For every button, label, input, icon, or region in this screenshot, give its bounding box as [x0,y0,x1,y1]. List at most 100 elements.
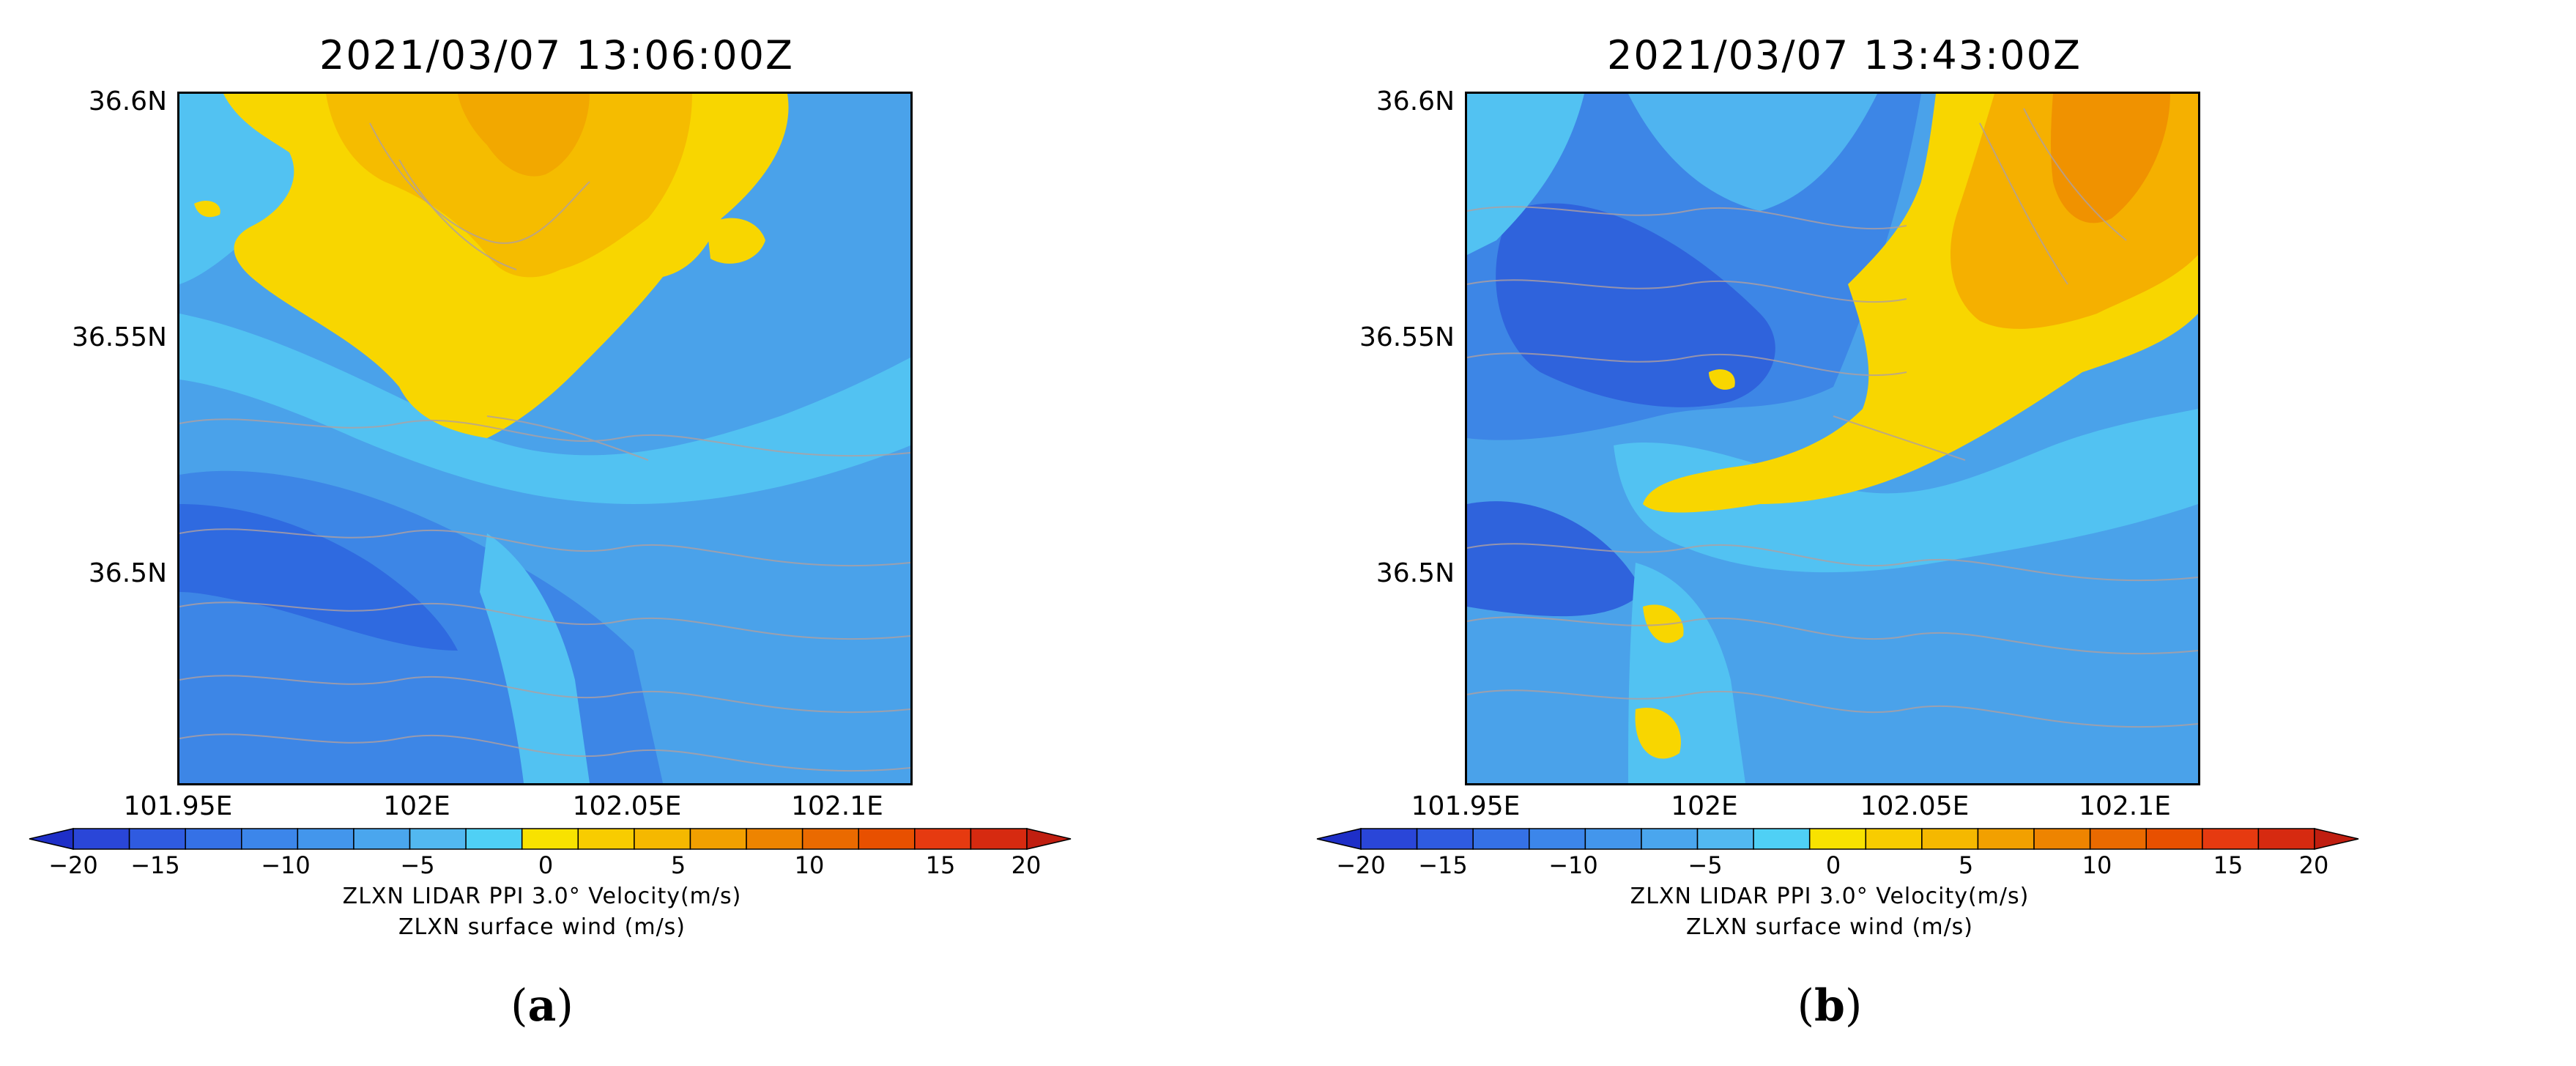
colorbar-segment [1416,828,1474,850]
panel-letter: (a) [511,980,574,1032]
velocity-region [179,504,458,651]
colorbar-tick: 10 [2082,851,2112,879]
colorbar-end-low [29,828,74,850]
colorbar-segment [185,828,242,850]
colorbar-tick: 15 [2213,851,2243,879]
colorbar-segment [465,828,523,850]
lat-label: 36.6N [88,86,167,116]
lat-label: 36.5N [88,558,167,588]
velocity-region [1614,409,2198,573]
colorbar-segment [801,828,859,850]
colorbar-tick: 10 [794,851,825,879]
lon-label: 102.05E [572,791,682,821]
colorbar [1316,828,2359,850]
colorbar-end-high [1026,828,1072,850]
colorbar-tick: 20 [2298,851,2329,879]
colorbar-end-low [1316,828,1362,850]
colorbar-segment [746,828,803,850]
lon-label: 102.1E [791,791,883,821]
colorbar-sublabel: ZLXN surface wind (m/s) [398,914,686,940]
colorbar-segment [241,828,299,850]
velocity-region [1628,94,1877,211]
colorbar-tick: −15 [130,851,180,879]
colorbar-segment [2145,828,2203,850]
colorbar-segment [297,828,355,850]
colorbar-segment [521,828,579,850]
colorbar-label: ZLXN LIDAR PPI 3.0° Velocity(m/s) [1630,884,2030,909]
velocity-region [194,200,220,218]
panel-letter: (b) [1797,980,1863,1032]
colorbar-segment [2257,828,2315,850]
velocity-region [1709,369,1735,390]
panel-a: 2021/03/07 13:06:00Z 36.6N 36.55N 36.5N [29,32,1072,1032]
colorbar-segment [1696,828,1754,850]
panel-b: 2021/03/07 13:43:00Z 36.6N 36.55N 36.5N [1288,0,2575,1066]
lon-label: 101.95E [123,791,233,821]
colorbar-segment [1865,828,1923,850]
colorbar-segment [1529,828,1586,850]
colorbar-segment [409,828,467,850]
lon-label: 102E [1671,791,1738,821]
velocity-region [1635,708,1681,759]
colorbar-segment [1641,828,1699,850]
colorbar-segment [73,828,130,850]
colorbar-segment [914,828,972,850]
velocity-region [480,533,590,783]
colorbar-segment [1360,828,1418,850]
velocity-region [707,218,765,264]
colorbar-segment [634,828,691,850]
colorbar-tick: −20 [48,851,98,879]
colorbar-segment [353,828,411,850]
colorbar-tick: 20 [1011,851,1042,879]
lat-label: 36.5N [1376,558,1455,588]
colorbar-segment [689,828,747,850]
colorbar-segment [2202,828,2260,850]
velocity-region [179,314,910,504]
lat-label: 36.55N [72,322,167,352]
colorbar-tick: 5 [670,851,686,879]
colorbar-segment [1753,828,1811,850]
map-a-svg [179,94,910,783]
panel-title: 2021/03/07 13:43:00Z [1607,32,2082,78]
colorbar-segment [1472,828,1530,850]
velocity-region [458,94,590,177]
colorbar-tick: −15 [1418,851,1468,879]
velocity-region [2050,94,2170,223]
colorbar-tick: −10 [261,851,311,879]
colorbar-segment [2033,828,2091,850]
map-b-svg [1467,94,2198,783]
colorbar-segment [577,828,635,850]
velocity-region [1467,94,1584,255]
colorbar-end-high [2314,828,2359,850]
wind-contours [179,122,910,772]
wind-contours [1467,108,2198,728]
lat-label: 36.6N [1376,86,1455,116]
colorbar-segment [128,828,186,850]
velocity-region [1467,501,1643,617]
colorbar-label: ZLXN LIDAR PPI 3.0° Velocity(m/s) [342,884,742,909]
lat-label: 36.55N [1359,322,1455,352]
panel-title: 2021/03/07 13:06:00Z [319,32,794,78]
lon-label: 102.05E [1860,791,1970,821]
colorbar-tick: −5 [400,851,435,879]
colorbar-segment [2089,828,2147,850]
colorbar-tick: 15 [925,851,956,879]
lon-label: 101.95E [1411,791,1521,821]
lon-label: 102E [383,791,450,821]
colorbar-segment [858,828,916,850]
colorbar-sublabel: ZLXN surface wind (m/s) [1685,914,1974,940]
velocity-map [1465,92,2200,785]
lon-label: 102.1E [2079,791,2171,821]
velocity-map [177,92,913,785]
colorbar-tick: −20 [1336,851,1386,879]
colorbar [29,828,1072,850]
colorbar-tick: 5 [1958,851,1974,879]
colorbar-segment [1921,828,1979,850]
colorbar-tick: 0 [1825,851,1841,879]
colorbar-segment [1584,828,1642,850]
colorbar-tick: −10 [1548,851,1598,879]
colorbar-segment [970,828,1028,850]
colorbar-segment [1808,828,1867,850]
colorbar-tick: 0 [538,851,554,879]
colorbar-segment [1977,828,2035,850]
